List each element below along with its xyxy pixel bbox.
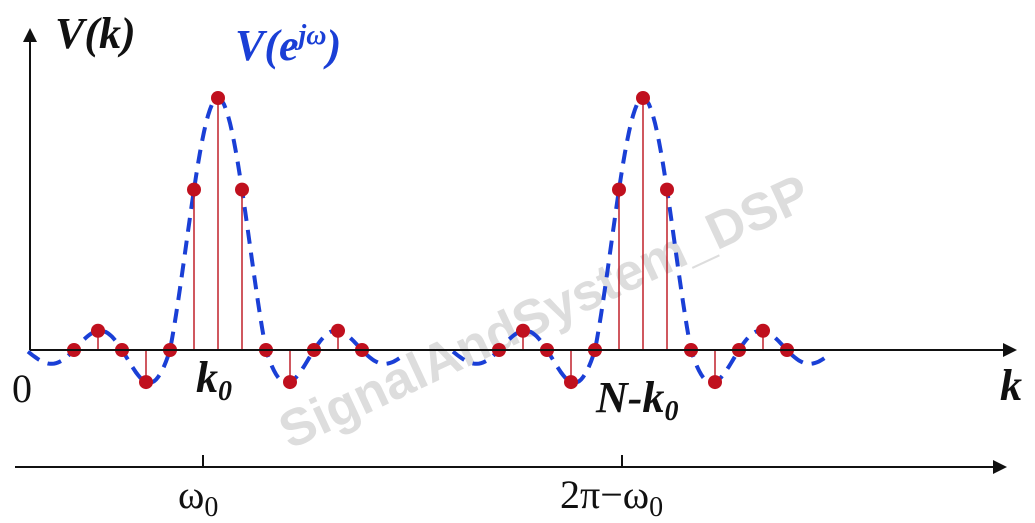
sample-dot [564, 375, 578, 390]
sample-dot [612, 182, 626, 197]
nk0-label: N-k0 [595, 373, 678, 427]
y-label: V(k) [55, 9, 136, 58]
sample-dot [139, 375, 153, 390]
watermark: SignalAndSystem_DSP [270, 164, 818, 461]
sample-dot [331, 323, 345, 338]
origin-label: 0 [12, 366, 32, 411]
sample-dot [516, 323, 530, 338]
sample-dot [756, 323, 770, 338]
sample-dot [91, 323, 105, 338]
sample-dot [636, 91, 650, 105]
x-label: k [1000, 361, 1022, 410]
w0-label: ω0 [178, 472, 218, 523]
spectrum-curve [26, 95, 402, 385]
w1-label: 2π−ω0 [560, 472, 663, 523]
k0-label: k0 [196, 353, 232, 407]
sample-dot [660, 182, 674, 197]
sample-dot [708, 375, 722, 390]
sample-dot [283, 375, 297, 390]
sample-dot [211, 91, 225, 105]
sample-dot [187, 182, 201, 197]
curve-label: V(ejω) [235, 20, 341, 70]
sample-dot [235, 182, 249, 197]
